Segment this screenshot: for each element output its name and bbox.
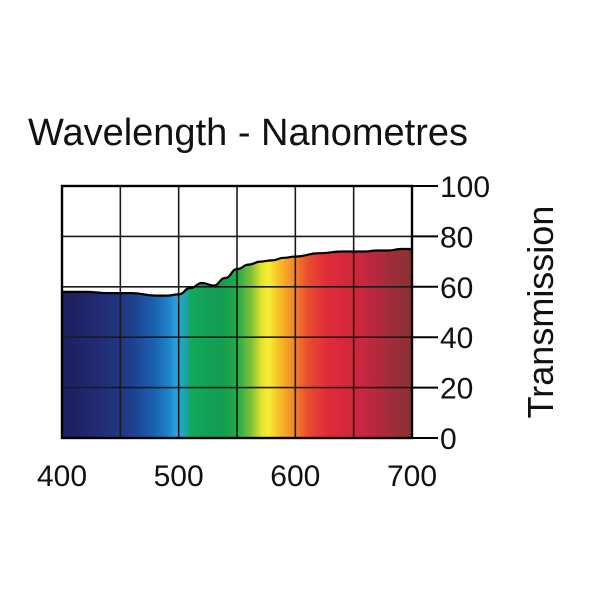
chart-title: Wavelength - Nanometres xyxy=(28,112,468,154)
plot-frame xyxy=(60,184,414,440)
y-tick-label: 100 xyxy=(440,171,490,204)
x-tick-label: 400 xyxy=(37,460,87,493)
y-axis-label: Transmission xyxy=(520,206,561,419)
series-line xyxy=(61,247,412,297)
x-tick-labels: 400 500 600 700 xyxy=(37,460,437,493)
y-tick-label: 60 xyxy=(440,272,473,305)
x-tick-label: 700 xyxy=(387,460,437,493)
y-tick-label: 20 xyxy=(440,373,473,406)
x-tick-label: 500 xyxy=(154,460,204,493)
grid xyxy=(62,186,412,438)
y-tick-marks xyxy=(412,185,438,439)
y-tick-label: 0 xyxy=(440,423,457,456)
y-tick-labels: 0 20 40 60 80 100 xyxy=(440,171,490,456)
x-tick-label: 600 xyxy=(270,460,320,493)
y-tick-label: 80 xyxy=(440,221,473,254)
y-tick-label: 40 xyxy=(440,322,473,355)
